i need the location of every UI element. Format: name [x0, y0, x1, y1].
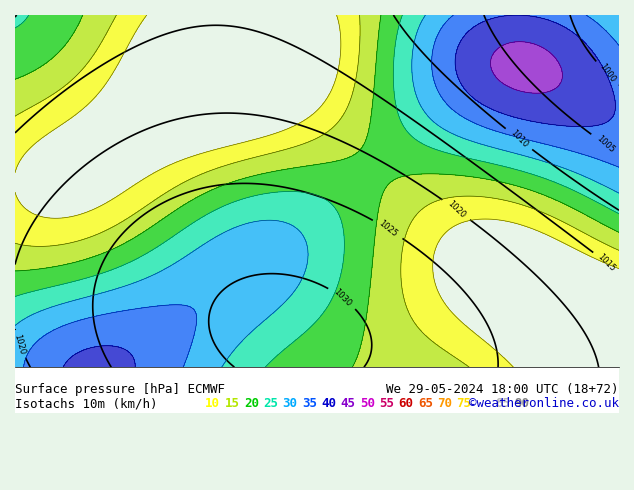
- Text: 10: 10: [205, 397, 220, 410]
- Text: 1020: 1020: [13, 333, 27, 355]
- Text: 1020: 1020: [446, 199, 467, 220]
- Text: 30: 30: [283, 397, 297, 410]
- Text: 40: 40: [321, 397, 336, 410]
- Text: 1015: 1015: [596, 252, 618, 273]
- Text: 1010: 1010: [508, 128, 529, 150]
- Text: 65: 65: [418, 397, 433, 410]
- Bar: [15, 367, 619, 413]
- Text: 55: 55: [379, 397, 394, 410]
- Text: 70: 70: [437, 397, 452, 410]
- Text: 1000: 1000: [597, 62, 617, 85]
- Text: 45: 45: [340, 397, 356, 410]
- Text: 1005: 1005: [594, 134, 616, 154]
- Text: 75: 75: [456, 397, 472, 410]
- Text: 60: 60: [399, 397, 413, 410]
- Text: We 29-05-2024 18:00 UTC (18+72): We 29-05-2024 18:00 UTC (18+72): [387, 383, 619, 396]
- Text: 25: 25: [263, 397, 278, 410]
- Text: 80: 80: [476, 397, 491, 410]
- Text: 1025: 1025: [377, 219, 399, 239]
- Text: ©weatheronline.co.uk: ©weatheronline.co.uk: [469, 397, 619, 410]
- Text: 35: 35: [302, 397, 317, 410]
- Text: 20: 20: [244, 397, 259, 410]
- Text: 15: 15: [224, 397, 240, 410]
- Text: 90: 90: [515, 397, 529, 410]
- Text: 1030: 1030: [332, 287, 353, 309]
- Text: 85: 85: [495, 397, 510, 410]
- Text: 50: 50: [360, 397, 375, 410]
- Text: Isotachs 10m (km/h): Isotachs 10m (km/h): [15, 397, 172, 410]
- Text: Surface pressure [hPa] ECMWF: Surface pressure [hPa] ECMWF: [15, 383, 225, 396]
